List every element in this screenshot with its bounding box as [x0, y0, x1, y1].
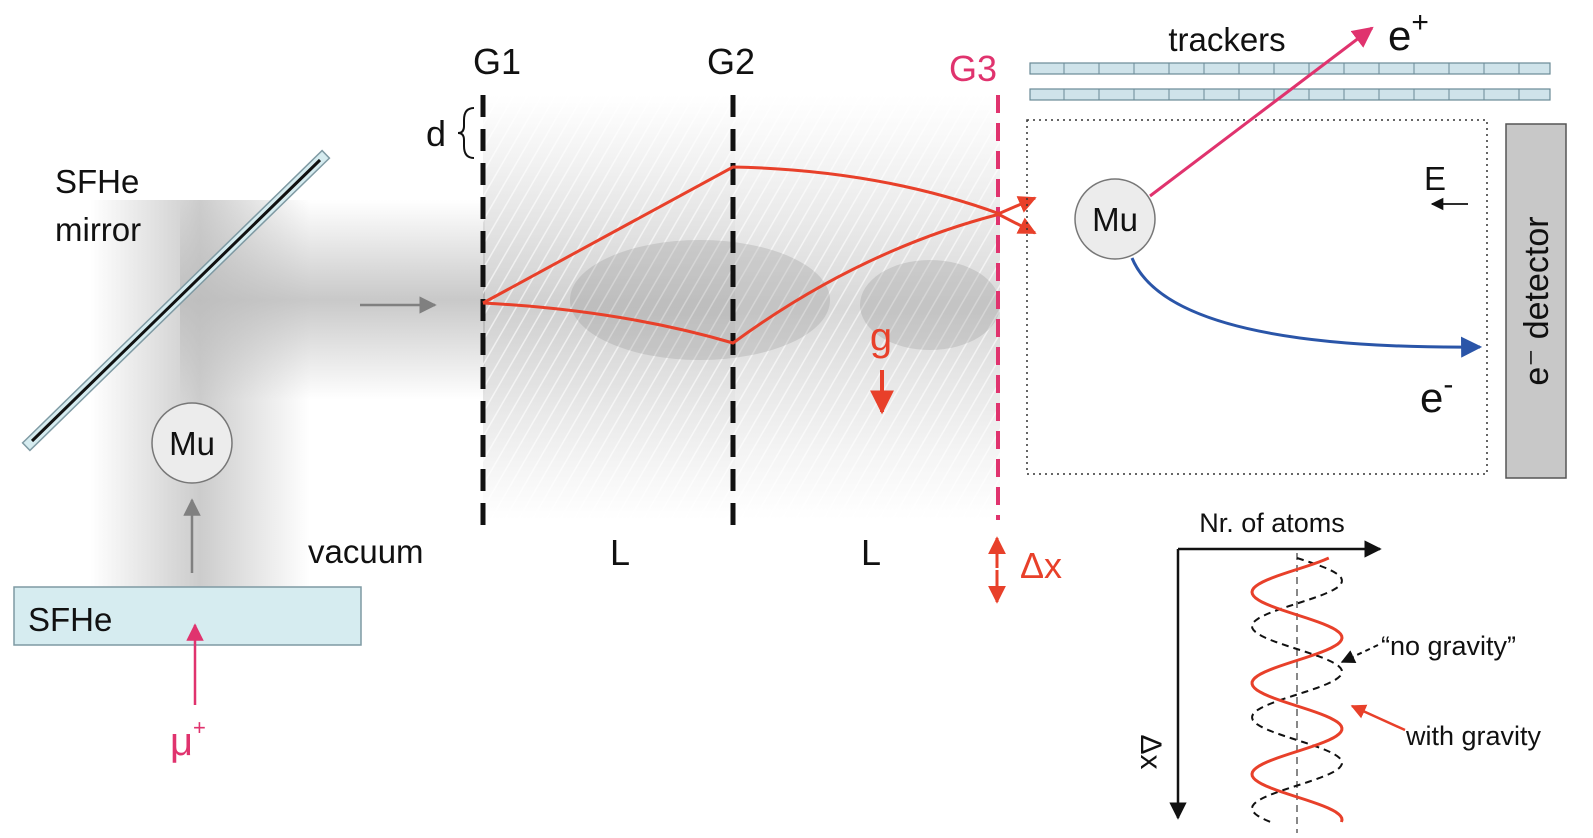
no-gravity-label: “no gravity” — [1381, 631, 1516, 661]
detector-label: e⁻ detector — [1518, 216, 1556, 385]
sfhe-mirror — [21, 149, 331, 452]
muon-label: μ+ — [170, 715, 206, 764]
positron-track — [1149, 26, 1374, 198]
central-cloud-core-2 — [860, 260, 1000, 350]
no-gravity-curve — [1250, 557, 1344, 823]
d-label: d — [426, 113, 446, 154]
sfhe-mirror-label-line2: mirror — [55, 211, 141, 248]
length-label-2: L — [861, 532, 881, 573]
field-label: E — [1424, 160, 1446, 197]
tracker-segments — [1063, 63, 1520, 100]
electron-detector — [1505, 123, 1567, 479]
nr-atoms-label: Nr. of atoms — [1199, 508, 1345, 538]
mu-source-circle — [151, 402, 233, 484]
electron-charge: - — [1443, 368, 1453, 401]
with-gravity-curve — [1250, 556, 1344, 823]
electron-track — [1130, 257, 1483, 358]
positron-label: e+ — [1388, 6, 1429, 59]
mu-source-label: Mu — [169, 425, 215, 462]
g2-label: G2 — [707, 41, 755, 82]
sfhe-mirror-label-line1: SFHe — [55, 163, 139, 200]
tracker-row-1 — [1029, 62, 1551, 75]
delta-x-label: Δx — [1020, 545, 1062, 586]
lower-path — [482, 212, 1001, 345]
exit-arrow-upper — [997, 196, 1037, 216]
mu-decay-label: Mu — [1092, 201, 1138, 238]
positron-charge: + — [1411, 6, 1429, 39]
length-label-1: L — [610, 532, 630, 573]
with-gravity-label: with gravity — [1405, 721, 1542, 751]
sfhe-source-label: SFHe — [28, 601, 112, 638]
inset-delta-x-label: Δx — [1134, 734, 1167, 769]
electron-label: e- — [1420, 368, 1453, 421]
g3-label: G3 — [949, 48, 997, 89]
no-gravity-pointer — [1340, 644, 1379, 663]
electron-symbol: e — [1420, 374, 1443, 421]
trackers-label: trackers — [1168, 21, 1285, 58]
positron-symbol: e — [1388, 12, 1411, 59]
g1-label: G1 — [473, 41, 521, 82]
central-cloud-core — [570, 240, 830, 360]
with-gravity-pointer — [1350, 704, 1406, 732]
vacuum-label: vacuum — [308, 533, 424, 570]
mu-decay-circle — [1074, 178, 1156, 260]
exit-arrow-lower — [997, 212, 1037, 235]
d-brace — [457, 107, 475, 159]
muon-symbol: μ — [170, 720, 193, 764]
upper-path — [482, 165, 1001, 305]
decay-region-box — [1026, 119, 1488, 475]
muon-charge: + — [193, 715, 206, 740]
horizontal-beam-haze — [180, 200, 485, 400]
gravity-label: g — [870, 315, 892, 359]
